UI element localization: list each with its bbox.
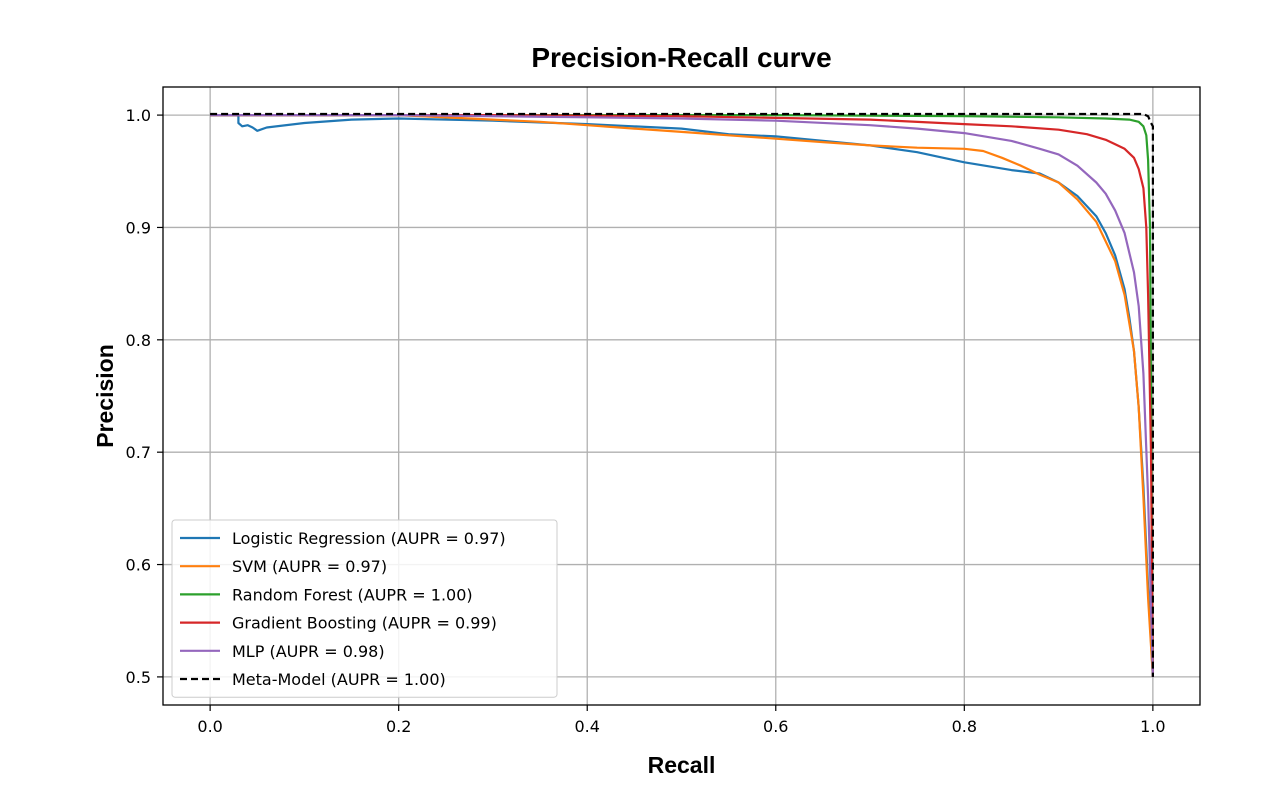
x-tick-label: 0.6 [763, 717, 788, 736]
x-axis-label: Recall [648, 752, 716, 778]
y-axis-label: Precision [92, 344, 118, 448]
y-tick-label: 0.5 [126, 668, 151, 687]
series-line-5 [210, 112, 1155, 677]
plot-frame [162, 86, 1201, 706]
series-line-4 [210, 113, 1154, 677]
legend-label: Meta-Model (AUPR = 1.00) [232, 670, 446, 689]
legend-box [171, 519, 558, 698]
x-tick-label: 0.0 [197, 717, 222, 736]
x-tick-label: 1.0 [1140, 717, 1165, 736]
series-line-3 [210, 113, 1154, 677]
x-tick-label: 0.2 [386, 717, 411, 736]
legend-label: Random Forest (AUPR = 1.00) [232, 585, 473, 604]
series-lines [210, 112, 1155, 677]
x-tick-label: 0.8 [952, 717, 977, 736]
legend: Logistic Regression (AUPR = 0.97) SVM (AU… [171, 519, 558, 698]
series-line-1 [210, 113, 1154, 677]
legend-label: MLP (AUPR = 0.98) [232, 642, 385, 661]
axis-ticks: 0.0 0.2 0.4 0.6 0.8 1.0 0.5 0.6 0.7 0.8 0.9 1.0 [126, 106, 1166, 736]
y-tick-label: 0.7 [126, 443, 151, 462]
y-tick-label: 0.6 [126, 556, 151, 575]
y-tick-label: 1.0 [126, 106, 151, 125]
legend-label: Gradient Boosting (AUPR = 0.99) [232, 614, 497, 633]
chart-title: Precision-Recall curve [531, 42, 831, 73]
legend-label: SVM (AUPR = 0.97) [232, 557, 387, 576]
legend-label: Logistic Regression (AUPR = 0.97) [232, 529, 506, 548]
y-tick-label: 0.9 [126, 218, 151, 237]
y-tick-label: 0.8 [126, 331, 151, 350]
x-tick-label: 0.4 [575, 717, 600, 736]
